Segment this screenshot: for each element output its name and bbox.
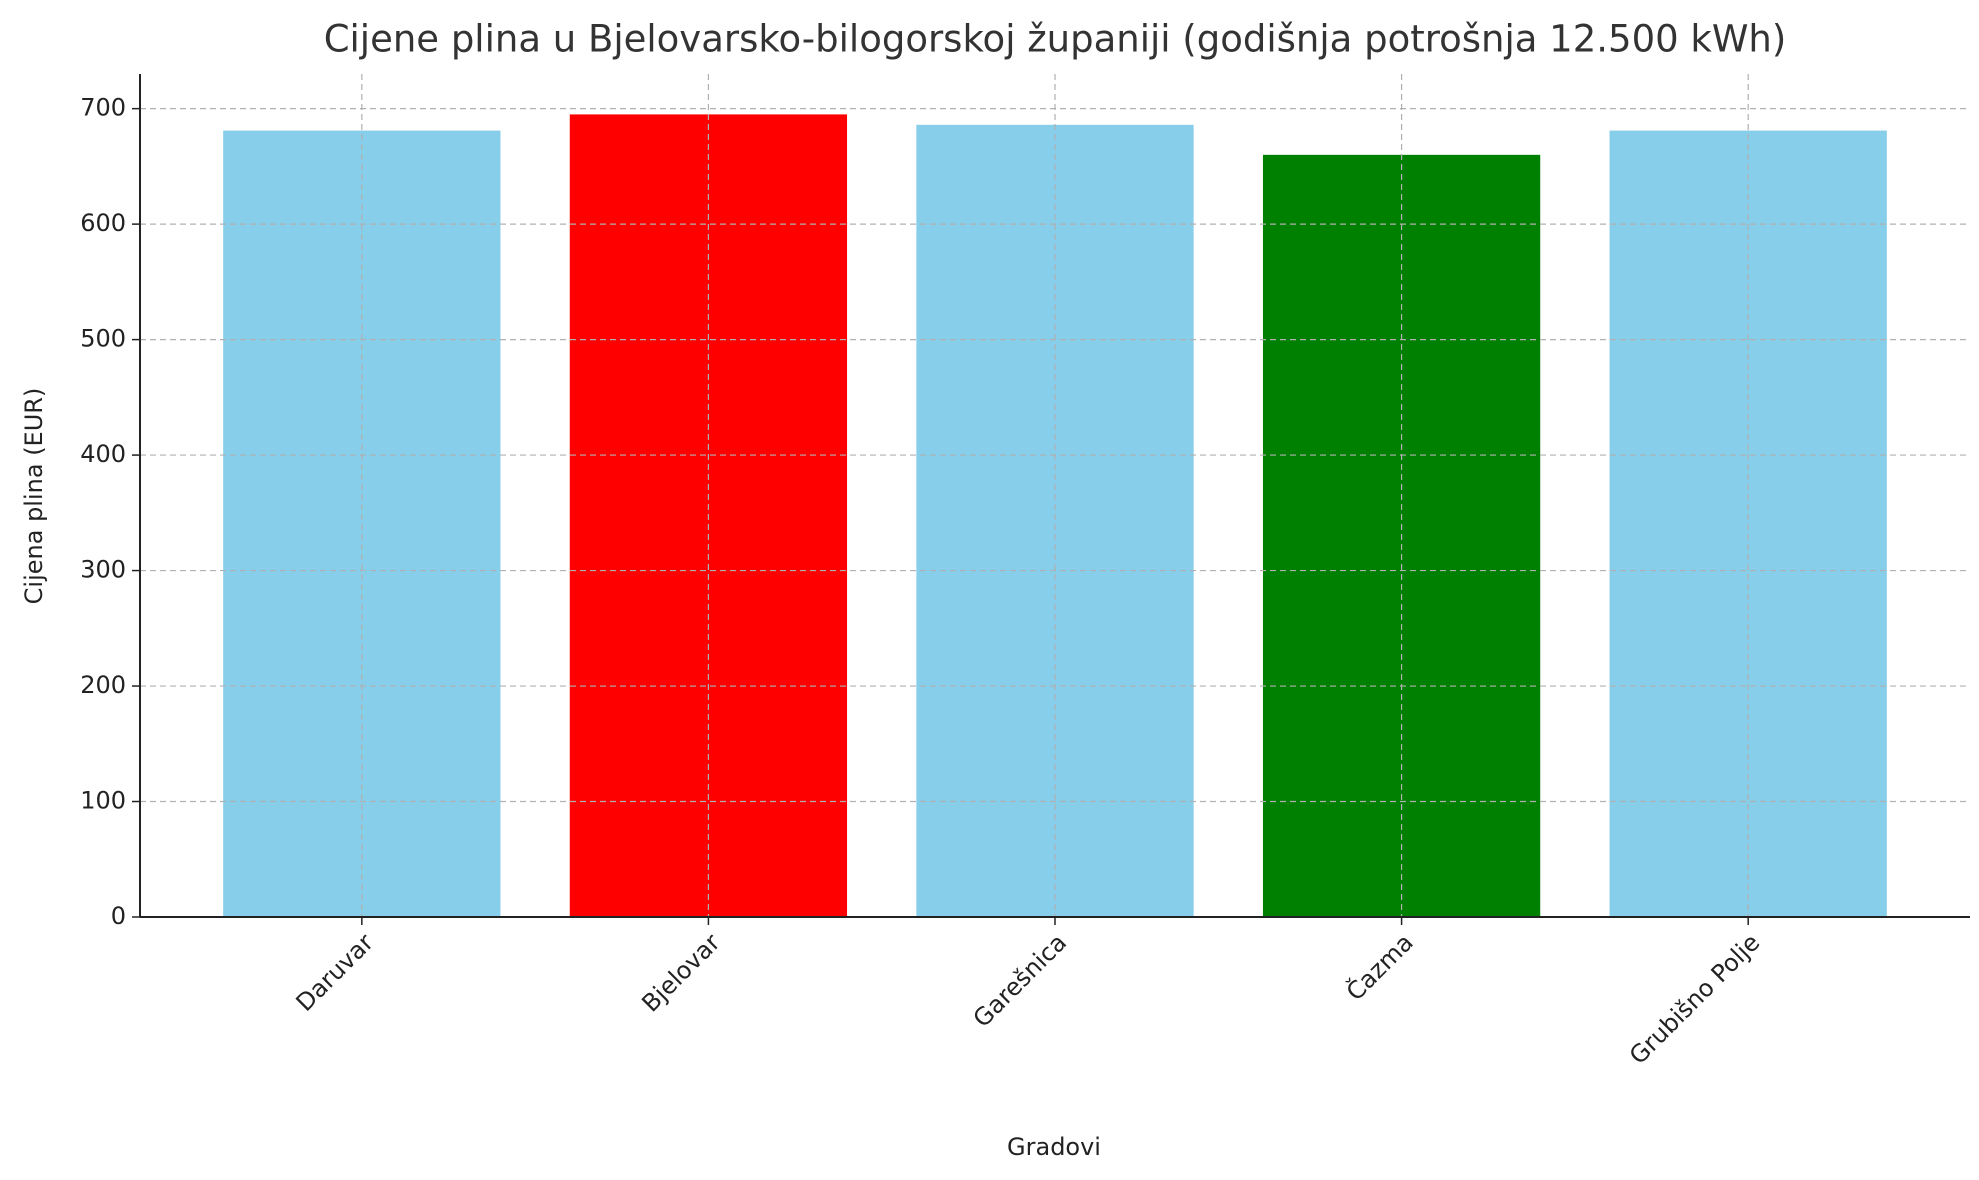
y-tick-label: 200: [80, 671, 126, 699]
y-axis-label: Cijena plina (EUR): [20, 388, 48, 605]
x-tick-label: Grubišno Polje: [1624, 928, 1765, 1069]
x-axis-label: Gradovi: [1007, 1133, 1101, 1161]
x-tick-label: Daruvar: [291, 928, 380, 1017]
y-tick-label: 100: [80, 787, 126, 815]
x-tick-label: Garešnica: [968, 928, 1072, 1032]
y-tick-label: 600: [80, 209, 126, 237]
y-tick-label: 0: [111, 902, 126, 930]
y-tick-label: 300: [80, 556, 126, 584]
y-tick-label: 700: [80, 94, 126, 122]
y-tick-label: 500: [80, 325, 126, 353]
x-tick-label: Bjelovar: [636, 928, 725, 1017]
y-tick-label: 400: [80, 440, 126, 468]
chart-title: Cijene plina u Bjelovarsko-bilogorskoj ž…: [324, 18, 1787, 61]
x-tick-label: Čazma: [1339, 927, 1418, 1006]
